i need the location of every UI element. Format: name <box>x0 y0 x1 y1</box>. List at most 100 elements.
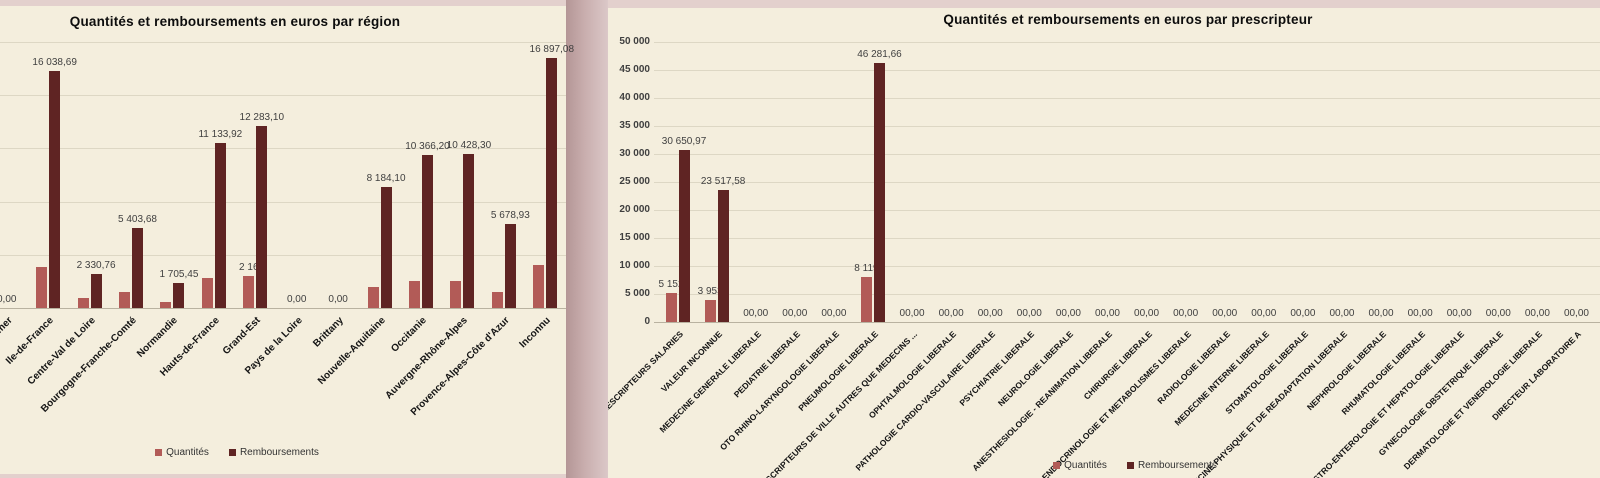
gridline <box>654 42 1600 43</box>
category-label: MEDECINE GENERALE LIBERALE <box>657 329 763 435</box>
bar-value-label-remboursements: 1 705,45 <box>159 268 199 280</box>
legend-item-quantites: Quantités <box>155 447 209 458</box>
gridline <box>654 210 1600 211</box>
bar-remboursements <box>546 58 558 308</box>
legend-label-quantites: Quantités <box>166 447 209 458</box>
panel-divider <box>566 0 608 478</box>
bar-quantites <box>119 292 130 308</box>
legend-item-remboursements: Remboursements <box>228 447 319 458</box>
bar-remboursements <box>380 187 392 308</box>
bar-quantites <box>77 298 89 308</box>
plot-area-prescripteur: 0 5 000 10 000 15 000 20 000 25 000 30 000 35 0… <box>608 8 1600 478</box>
legend-swatch-quantites-icon <box>155 449 163 456</box>
bar-remboursements <box>256 126 268 308</box>
bar-remboursements <box>463 153 475 308</box>
bar-value-label-remboursements: 00,00 <box>821 308 847 319</box>
bar-value-label-remboursements: 00,00 <box>1563 308 1589 319</box>
bar-remboursements <box>214 143 226 308</box>
gridline <box>654 266 1600 267</box>
y-axis-tick-label: 25 000 <box>619 176 650 187</box>
legend-swatch-remboursements-icon <box>1126 462 1134 469</box>
x-axis-line <box>654 322 1600 323</box>
bar-value-label-remboursements: 16 038,69 <box>32 56 77 68</box>
bar-value-label-remboursements: 8 184,10 <box>366 173 406 185</box>
bar-value-label-remboursements: 00,00 <box>782 308 808 319</box>
bar-value-label-remboursements: 00,00 <box>899 308 925 319</box>
legend-item-remboursements: Remboursements <box>1126 460 1217 471</box>
y-axis-tick-label: 45 000 <box>619 64 650 75</box>
bar-value-label-remboursements: 00,00 <box>1212 308 1238 319</box>
gridline <box>0 201 566 203</box>
bar-value-label-remboursements: 0,00 <box>328 294 348 305</box>
y-axis-tick-label: 35 000 <box>619 120 650 131</box>
legend-label-remboursements: Remboursements <box>1137 460 1217 471</box>
gridline <box>654 182 1600 183</box>
bar-value-label-remboursements: 00,00 <box>1446 308 1472 319</box>
legend-label-quantites: Quantités <box>1064 460 1107 471</box>
bar-remboursements <box>717 190 729 322</box>
bar-remboursements <box>873 62 885 322</box>
gridline <box>654 126 1600 127</box>
bar-value-label-remboursements: 10 366,20 <box>405 140 450 152</box>
bar-quantites <box>860 276 872 322</box>
bar-value-label-remboursements: 00,00 <box>1485 308 1511 319</box>
legend-swatch-quantites-icon <box>1053 462 1061 469</box>
legend-swatch-remboursements-icon <box>228 449 236 456</box>
bar-value-label-quantites: 3 953 <box>697 285 723 297</box>
gridline <box>654 98 1600 99</box>
chart-title-prescripteur: Quantités et remboursements en euros par… <box>943 12 1313 27</box>
bar-value-label-remboursements: 00,00 <box>1016 308 1042 319</box>
bar-value-label-remboursements: 2 330,76 <box>76 259 116 271</box>
y-axis-tick-label: 15 000 <box>619 232 650 243</box>
bar-value-label-remboursements: 00,00 <box>1329 308 1355 319</box>
y-axis-tick-label: 0 <box>644 316 650 327</box>
y-axis-tick-label: 5 000 <box>624 288 650 299</box>
y-axis-tick-label: 30 000 <box>619 148 650 159</box>
bar-value-label-quantites: 5 152 <box>658 279 684 291</box>
bar-remboursements <box>49 70 61 308</box>
bar-value-label-remboursements: 46 281,66 <box>857 48 902 60</box>
bar-value-label-remboursements: 00,00 <box>1173 308 1199 319</box>
bar-value-label-remboursements: 5 403,68 <box>118 214 157 226</box>
bar-quantites <box>160 302 172 308</box>
bar-quantites <box>491 291 503 308</box>
bar-value-label-remboursements: 00,00 <box>1524 308 1550 319</box>
bar-remboursements <box>422 154 433 308</box>
gridline <box>654 70 1600 71</box>
gridline <box>654 154 1600 155</box>
bar-quantites <box>243 276 255 308</box>
bar-value-label-remboursements: 00,00 <box>1407 308 1433 319</box>
x-axis-line <box>0 308 566 309</box>
bar-quantites <box>367 286 379 308</box>
gridline <box>0 42 566 43</box>
bar-value-label-remboursements: 0,00 <box>0 294 17 305</box>
y-axis-tick-label: 20 000 <box>619 204 650 215</box>
bar-quantites <box>409 281 420 308</box>
bar-value-label-remboursements: 30 650,97 <box>661 136 707 148</box>
bar-value-label-remboursements: 12 283,10 <box>239 112 285 124</box>
bar-quantites <box>450 280 462 308</box>
bar-quantites <box>36 266 48 308</box>
bar-value-label-remboursements: 00,00 <box>938 308 964 319</box>
bar-value-label-remboursements: 23 517,58 <box>700 176 746 188</box>
bar-quantites <box>665 293 677 322</box>
gridline <box>0 148 566 150</box>
bar-value-label-remboursements: 5 678,93 <box>490 210 530 222</box>
bar-remboursements <box>678 150 690 322</box>
bar-value-label-remboursements: 0,00 <box>286 294 307 305</box>
bar-value-label-remboursements: 11 133,92 <box>198 129 243 141</box>
legend-item-quantites: Quantités <box>1053 460 1107 471</box>
bar-value-label-remboursements: 00,00 <box>1290 308 1316 319</box>
bar-quantites <box>201 277 213 308</box>
bar-quantites <box>704 299 716 322</box>
bar-value-label-remboursements: 00,00 <box>1055 308 1081 319</box>
bar-value-label-remboursements: 00,00 <box>1251 308 1277 319</box>
gridline <box>0 95 566 97</box>
bar-remboursements <box>504 224 516 308</box>
bar-remboursements <box>173 282 185 308</box>
bar-value-label-remboursements: 16 897,08 <box>529 44 575 56</box>
bar-remboursements <box>132 228 143 308</box>
bar-value-label-quantites: 2 16 <box>239 262 259 273</box>
bar-remboursements <box>90 273 102 308</box>
bar-value-label-quantites: 8 119 <box>854 262 879 274</box>
